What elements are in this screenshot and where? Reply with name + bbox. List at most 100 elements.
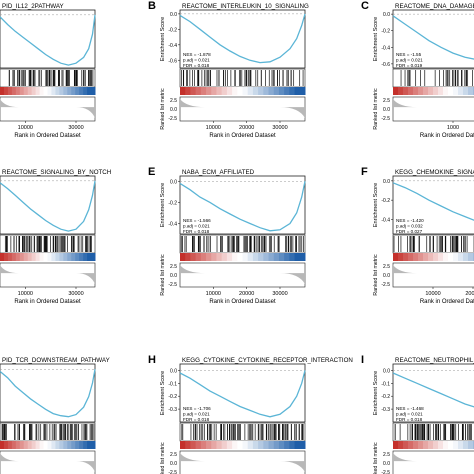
rank-band-segment: [242, 441, 249, 449]
rank-band-segment: [51, 87, 56, 95]
gsea-panel-3: C REACTOME_DNA_DAMAGE_TELOMERE_STRESS 0.0 -…: [361, 0, 474, 139]
rank-band-segment: [433, 87, 439, 95]
rank-band-segment: [3, 441, 9, 449]
stat-label-3: FDR = 0.018: [183, 417, 210, 422]
rank-band-segment: [398, 253, 404, 261]
rank-band-segment: [185, 441, 191, 449]
panel-letter: I: [361, 354, 364, 366]
stat-label-2: p.adj = 0.021: [396, 412, 423, 417]
x-tick-label: 30000: [68, 291, 83, 297]
rank-band-segment: [63, 441, 68, 449]
y-axis-label-enrichment: Enrichment Score: [160, 17, 166, 61]
y-tick-label: -0.4: [381, 218, 390, 224]
rank-band-segment: [247, 441, 254, 449]
ranked-metric-area: [0, 265, 95, 284]
rank-band-segment: [247, 87, 254, 95]
rank-band-segment: [448, 87, 454, 95]
panel-title: KEGG_CHEMOKINE_SIGNALING: [395, 169, 474, 176]
rank-band-segment: [11, 87, 17, 95]
panel-title: PID_TCR_DOWNSTREAM_PATHWAY: [2, 357, 110, 364]
rank-band-segment: [47, 441, 52, 449]
rank-band-segment: [438, 253, 444, 261]
x-tick-label: 30000: [68, 125, 83, 131]
rank-band-segment: [87, 87, 92, 95]
rank-band-segment: [252, 253, 259, 261]
rank-band-segment: [232, 87, 238, 95]
stat-label-2: p.adj = 0.021: [183, 412, 210, 417]
rank-band-segment: [226, 441, 233, 449]
stat-label-1: NES = -1.566: [183, 218, 211, 223]
stat-label-3: FDR = 0.018: [183, 63, 210, 68]
rank-band-segment: [7, 441, 13, 449]
rank-band-segment: [35, 253, 41, 261]
metric-tick-label: 2.5: [383, 452, 390, 458]
enrichment-frame: [179, 175, 306, 235]
enrichment-frame: [0, 9, 96, 69]
rank-band-segment: [428, 441, 434, 449]
rank-band-segment: [206, 253, 212, 261]
rank-band-segment: [206, 87, 212, 95]
y-tick-label: 0.0: [170, 179, 177, 185]
y-axis-label-metric: Ranked list metric: [373, 442, 379, 474]
y-axis-label-metric: Ranked list metric: [160, 254, 166, 296]
rank-band-segment: [79, 87, 84, 95]
rank-band-segment: [83, 87, 88, 95]
enrichment-curve: [0, 180, 96, 232]
rank-band-segment: [468, 253, 474, 261]
gsea-panel-9: I REACTOME_NEUTROPHIL_DEGRANULATION 0.0 -0.…: [361, 354, 474, 474]
metric-tick-label: 0.0: [170, 107, 177, 113]
rank-band-segment: [23, 87, 29, 95]
metric-frame: [0, 262, 96, 288]
x-axis-label: Rank in Ordered Dataset: [420, 133, 474, 139]
rank-band-segment: [59, 87, 64, 95]
rank-band-segment: [35, 87, 41, 95]
panel-letter: H: [148, 354, 156, 366]
ranked-metric-area: [393, 99, 474, 108]
x-tick-label: 10000: [206, 291, 221, 297]
rank-band-segment: [289, 441, 296, 449]
enrichment-curve: [179, 13, 306, 64]
rank-band-segment: [51, 441, 56, 449]
hits-frame: [0, 422, 96, 442]
gsea-panel-1: PID_IL12_2PATHWAY 10000 30000 Rank in Order…: [0, 3, 96, 139]
panel-letter: C: [361, 0, 369, 12]
y-tick-label: -0.2: [381, 394, 390, 400]
rank-band-segment: [258, 253, 264, 261]
rank-band-segment: [448, 441, 454, 449]
enrichment-frame: [392, 175, 474, 235]
rank-band-segment: [268, 441, 275, 449]
rank-band-segment: [67, 87, 72, 95]
rank-band-segment: [79, 253, 84, 261]
rank-band-segment: [190, 253, 197, 261]
x-axis-label: Rank in Ordered Dataset: [420, 299, 474, 305]
rank-band-segment: [294, 87, 301, 95]
rank-band-segment: [448, 253, 454, 261]
y-axis-label-metric: Ranked list metric: [160, 442, 166, 474]
stat-label-2: p.adj = 0.021: [183, 58, 210, 63]
rank-band-segment: [79, 441, 84, 449]
y-tick-label: -0.6: [381, 62, 390, 68]
rank-band-segment: [11, 441, 17, 449]
rank-band-segment: [31, 441, 37, 449]
enrichment-curve: [392, 372, 474, 408]
rank-band-segment: [43, 441, 48, 449]
rank-band-segment: [428, 87, 434, 95]
rank-band-segment: [35, 441, 41, 449]
rank-band-segment: [438, 441, 444, 449]
enrichment-frame: [0, 175, 96, 235]
rank-band-segment: [284, 253, 290, 261]
rank-band-segment: [19, 441, 25, 449]
metric-tick-label: 0.0: [383, 461, 390, 467]
enrichment-frame: [0, 363, 96, 423]
metric-tick-label: 0.0: [170, 273, 177, 279]
x-tick-label: 10000: [18, 291, 33, 297]
rank-band-segment: [55, 253, 60, 261]
metric-tick-label: -2.5: [381, 116, 390, 122]
metric-frame: [179, 262, 306, 288]
rank-band-segment: [393, 87, 399, 95]
rank-band-segment: [278, 87, 285, 95]
rank-band-segment: [39, 253, 45, 261]
rank-band-segment: [299, 253, 306, 261]
rank-band-segment: [39, 87, 45, 95]
rank-band-segment: [263, 87, 270, 95]
